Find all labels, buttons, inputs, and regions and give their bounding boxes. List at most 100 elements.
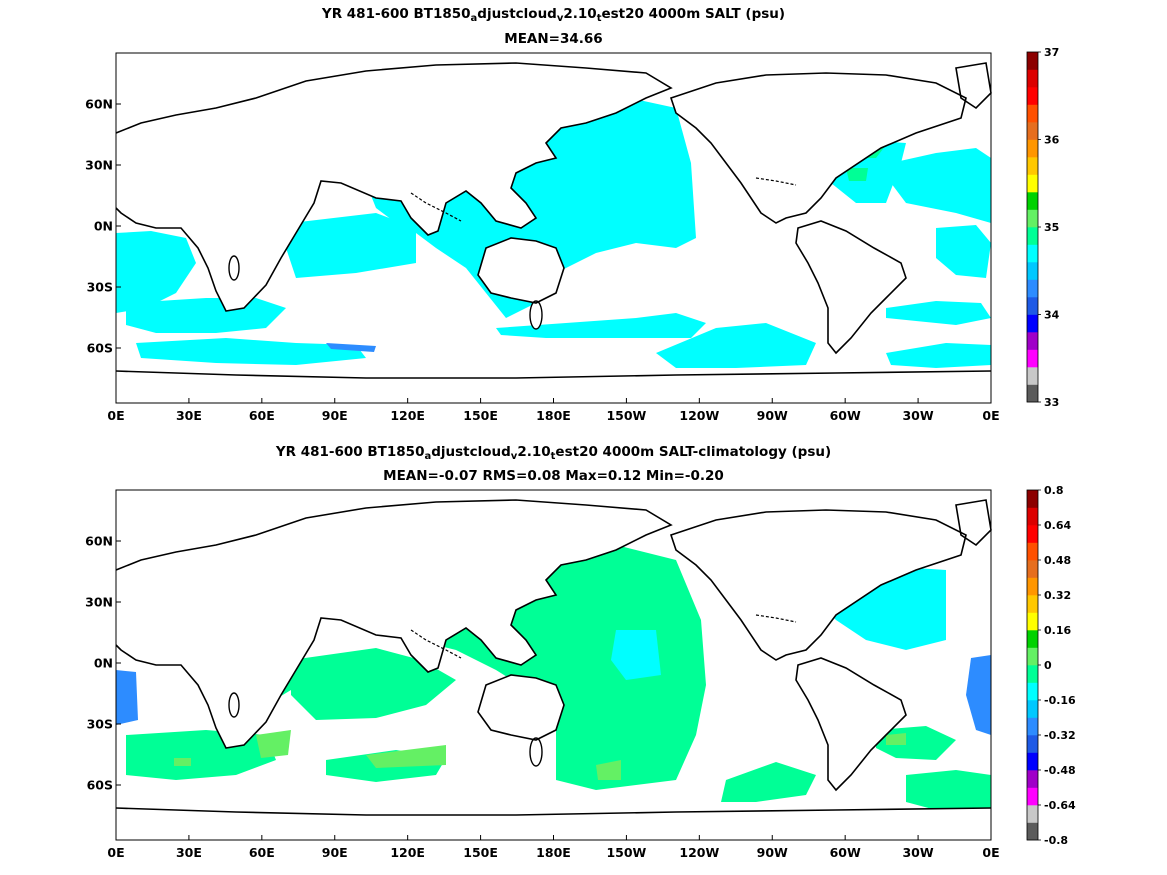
lon-tick-label: 30W (902, 845, 933, 860)
lon-tick-label: 30E (176, 845, 202, 860)
colorbar-tick-label: -0.64 (1044, 799, 1076, 812)
colorbar-swatch (1027, 735, 1038, 753)
colorbar-tick-label: 0.32 (1044, 589, 1071, 602)
title-part: 2.10 (563, 6, 597, 22)
colorbar-swatch (1027, 525, 1038, 543)
colorbar-swatch (1027, 314, 1038, 333)
colorbar-swatch (1027, 490, 1038, 508)
lon-tick-label: 150E (463, 408, 498, 423)
lon-tick-label: 0E (982, 845, 999, 860)
lat-tick-label: 30N (85, 595, 113, 610)
colorbar-swatch (1027, 192, 1038, 210)
colorbar-tick-label: 34 (1044, 309, 1060, 322)
title-part: djustcloud (431, 444, 511, 460)
lon-tick-label: 90E (322, 408, 348, 423)
colorbar-swatch (1027, 507, 1038, 526)
title-part: djustcloud (477, 6, 557, 22)
lon-tick-label: 150W (606, 845, 646, 860)
colorbar-swatch (1027, 209, 1038, 228)
colorbar-swatch (1027, 122, 1038, 140)
colorbar-swatch (1027, 279, 1038, 298)
colorbar-tick-label: 0.8 (1044, 484, 1064, 497)
title-part: est20 4000m SALT-climatology (psu) (555, 444, 832, 460)
lon-tick-label: 90E (322, 845, 348, 860)
colorbar-tick-label: -0.32 (1044, 729, 1076, 742)
colorbar-swatch (1027, 384, 1038, 403)
lat-tick-label: 30N (85, 158, 113, 173)
colorbar-swatch (1027, 822, 1038, 841)
colorbar-tick-label: -0.48 (1044, 764, 1076, 777)
colorbar-swatch (1027, 595, 1038, 613)
colorbar-tick-label: 36 (1044, 134, 1060, 147)
lon-tick-label: 0E (107, 408, 124, 423)
colorbar-swatch (1027, 717, 1038, 736)
lon-tick-label: 60E (249, 845, 275, 860)
colorbar-swatch (1027, 174, 1038, 193)
lon-tick-label: 150E (463, 845, 498, 860)
title-sub: t (550, 451, 556, 462)
lon-tick-label: 30E (176, 408, 202, 423)
top-panel-stats: MEAN=34.66 (504, 31, 603, 47)
colorbar-swatch (1027, 157, 1038, 175)
lon-tick-label: 60W (830, 408, 861, 423)
colorbar-swatch (1027, 542, 1038, 561)
colorbar-swatch (1027, 787, 1038, 806)
colorbar-swatch (1027, 770, 1038, 788)
colorbar-swatch (1027, 805, 1038, 823)
top-map (115, 52, 992, 404)
colorbar-top: 33 34 35 36 37 (1026, 46, 1060, 409)
lat-tick-label: 60S (87, 341, 113, 356)
lon-tick-label: 60W (830, 845, 861, 860)
title-part: YR 481-600 BT1850 (275, 444, 425, 460)
colorbar-swatch (1027, 560, 1038, 578)
lon-tick-label: 120E (390, 408, 425, 423)
bottom-map (115, 489, 992, 841)
lon-tick-label: 30W (902, 408, 933, 423)
colorbar-swatch (1027, 612, 1038, 631)
colorbar-swatch (1027, 630, 1038, 648)
title-sub: v (510, 451, 518, 462)
title-part: YR 481-600 BT1850 (321, 6, 471, 22)
colorbar-swatch (1027, 349, 1038, 368)
colorbar-tick-label: 37 (1044, 46, 1059, 59)
title-sub: t (596, 13, 602, 24)
colorbar-swatch (1027, 87, 1038, 105)
lon-tick-label: 180E (536, 845, 571, 860)
lon-tick-label: 90W (757, 408, 788, 423)
bottom-panel-title: YR 481-600 BT1850adjustcloudv2.10test20 … (116, 444, 991, 462)
lat-tick-label: 0N (94, 219, 113, 234)
colorbar-swatch (1027, 682, 1038, 701)
lat-tick-label: 60S (87, 778, 113, 793)
colorbar-tick-label: 0.64 (1044, 519, 1071, 532)
lat-tick-label: 30S (87, 717, 113, 732)
colorbar-swatch (1027, 752, 1038, 771)
colorbar-swatch (1027, 227, 1038, 245)
colorbar-swatch (1027, 665, 1038, 683)
lat-tick-label: 0N (94, 656, 113, 671)
lat-tick-label: 60N (85, 97, 113, 112)
lon-tick-label: 120W (679, 845, 719, 860)
lon-tick-label: 150W (606, 408, 646, 423)
lon-tick-label: 90W (757, 845, 788, 860)
title-sub: v (556, 13, 564, 24)
colorbar-tick-label: 0.16 (1044, 624, 1071, 637)
axes-layer: 0E 30E 60E 90E 120E 150E 180E 150W 120W 90W 60W 30W… (85, 97, 999, 861)
colorbar-tick-label: -0.8 (1044, 834, 1068, 847)
colorbar-swatch (1027, 700, 1038, 718)
colorbar-swatch (1027, 262, 1038, 280)
colorbar-swatch (1027, 332, 1038, 350)
lat-tick-label: 30S (87, 280, 113, 295)
colorbar-tick-label: 33 (1044, 396, 1059, 409)
lon-tick-label: 60E (249, 408, 275, 423)
colorbar-swatch (1027, 297, 1038, 315)
title-sub: a (470, 13, 478, 24)
colorbar-swatch (1027, 52, 1038, 70)
colorbar-tick-label: 35 (1044, 221, 1059, 234)
colorbar-bottom: 0.8 0.64 0.48 0.32 0.16 0 -0.16 -0.32 -0.48 -0.64… (1026, 484, 1076, 847)
colorbar-swatch (1027, 367, 1038, 385)
title-part: est20 4000m SALT (psu) (601, 6, 786, 22)
title-part: 2.10 (517, 444, 551, 460)
lon-tick-label: 0E (982, 408, 999, 423)
colorbars-layer: 33 34 35 36 37 0.8 0.64 0.48 0.32 0.16 0 -0.16 -0.32… (1026, 46, 1076, 847)
